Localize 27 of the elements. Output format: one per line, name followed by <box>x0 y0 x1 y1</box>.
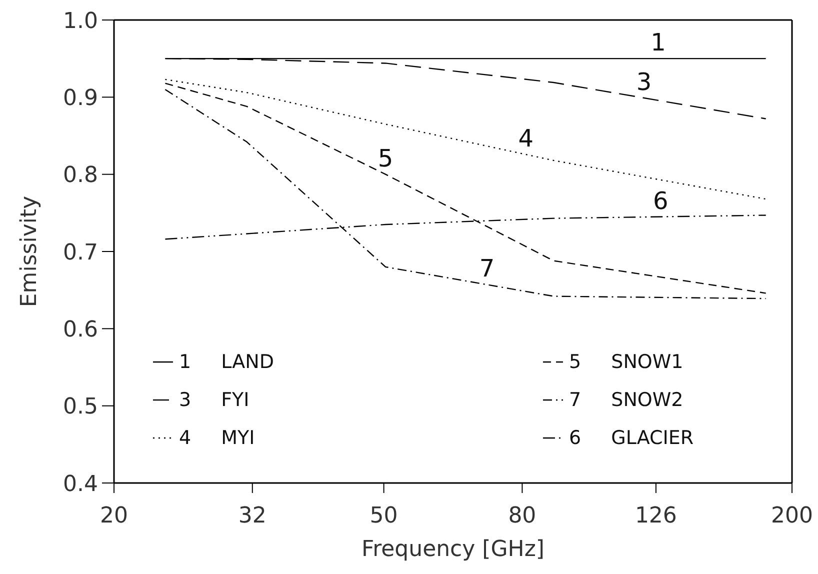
x-tick-label: 50 <box>370 504 398 529</box>
x-tick-label: 80 <box>508 504 536 529</box>
y-axis-title: Emissivity <box>16 196 42 308</box>
y-tick-label: 0.9 <box>63 86 98 111</box>
legend-label: 1 LAND <box>179 351 274 373</box>
x-tick-label: 20 <box>100 504 128 529</box>
annotation: 4 <box>518 124 534 152</box>
x-tick-label: 126 <box>634 504 677 529</box>
legend-label: 6 GLACIER <box>569 427 694 449</box>
annotation: 5 <box>378 144 394 172</box>
annotation: 7 <box>479 254 495 283</box>
x-axis-title: Frequency [GHz] <box>362 537 544 562</box>
y-tick-label: 0.4 <box>63 472 98 497</box>
legend-label: 3 FYI <box>179 389 250 411</box>
y-tick-label: 1.0 <box>63 8 98 34</box>
y-tick-label: 0.6 <box>63 317 98 342</box>
x-tick-label: 200 <box>771 504 813 529</box>
y-tick-label: 0.5 <box>63 394 98 420</box>
y-tick-label: 0.7 <box>63 240 98 266</box>
annotation: 6 <box>652 186 668 215</box>
x-tick-label: 32 <box>238 504 266 529</box>
legend-label: 4 MYI <box>179 427 255 449</box>
annotation: 1 <box>650 28 666 57</box>
annotation: 3 <box>636 68 652 96</box>
legend-label: 5 SNOW1 <box>569 351 684 373</box>
legend-label: 7 SNOW2 <box>569 389 684 411</box>
y-tick-label: 0.8 <box>63 163 98 188</box>
